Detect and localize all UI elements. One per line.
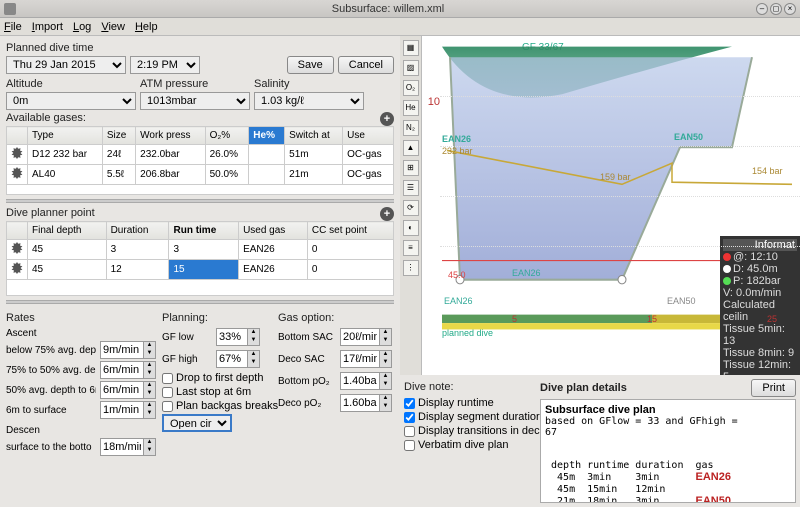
chart-tool[interactable]: ☰	[403, 180, 419, 196]
splitter[interactable]	[6, 199, 394, 203]
gear-icon[interactable]	[11, 147, 23, 159]
ean50-band-label: EAN50	[667, 296, 696, 306]
deco-po2-spinner[interactable]: ▲▼	[340, 394, 392, 412]
chart-tool[interactable]: ≡	[403, 240, 419, 256]
gear-icon[interactable]	[11, 242, 23, 254]
planned-dive-time-label: Planned dive time	[6, 42, 394, 54]
display-segment-checkbox[interactable]: Display segment duratior	[404, 411, 534, 423]
chart-tool[interactable]: ⟳	[403, 200, 419, 216]
rates-panel: Rates Ascent below 75% avg. depth▲▼75% t…	[6, 310, 156, 458]
splitter-2[interactable]	[6, 300, 394, 304]
app-icon	[4, 3, 16, 15]
save-button[interactable]: Save	[287, 56, 334, 74]
chart-tool[interactable]: He	[403, 100, 419, 116]
maximize-button[interactable]: ◻	[770, 3, 782, 15]
menu-view[interactable]: View	[101, 21, 125, 33]
menu-help[interactable]: Help	[135, 21, 158, 33]
backgas-checkbox[interactable]: Plan backgas breaks	[162, 400, 272, 412]
ean26-line-label: EAN26	[442, 134, 471, 144]
gases-table[interactable]: TypeSizeWork pressO₂%He%Switch atUseD12 …	[6, 126, 394, 195]
close-button[interactable]: ×	[784, 3, 796, 15]
menu-log[interactable]: Log	[73, 21, 91, 33]
rate-spinner[interactable]: ▲▼	[100, 401, 156, 419]
chart-tool[interactable]: ◐	[403, 220, 419, 236]
depth-label: 45.0	[448, 270, 466, 280]
planner-points-label: Dive planner point	[6, 207, 95, 219]
rates-label: Rates	[6, 312, 156, 324]
gas-option-label: Gas option:	[278, 312, 394, 324]
last6-checkbox[interactable]: Last stop at 6m	[162, 386, 272, 398]
menubar: File Import Log View Help	[0, 18, 800, 36]
bottom-po2-spinner[interactable]: ▲▼	[340, 372, 392, 390]
chart-tool[interactable]: O₂	[403, 80, 419, 96]
add-point-button[interactable]: +	[380, 207, 394, 221]
planning-panel: Planning: GF low▲▼ GF high▲▼ Drop to fir…	[162, 310, 272, 458]
dive-note-label: Dive note:	[404, 381, 534, 393]
ean26-band-label: EAN26	[444, 296, 473, 306]
circuit-select[interactable]: Open circ	[162, 414, 232, 432]
time-select[interactable]: 2:19 PM	[130, 56, 200, 74]
chart-tool[interactable]: ▨	[403, 60, 419, 76]
planned-dive-label: planned dive	[442, 328, 493, 338]
altitude-select[interactable]: 0m	[6, 92, 136, 110]
rate-spinner[interactable]: ▲▼	[100, 341, 156, 359]
ean26-bottom-label: EAN26	[512, 268, 541, 278]
descent-label: Descen	[6, 425, 156, 436]
descent-rate-spinner[interactable]: ▲▼	[100, 438, 156, 456]
gases-label: Available gases:	[6, 112, 86, 124]
salinity-select[interactable]: 1.03 kg/ℓ	[254, 92, 364, 110]
atm-label: ATM pressure	[140, 78, 250, 90]
info-overlay: Informat@: 12:10D: 45.0mP: 182barV: 0.0m…	[720, 236, 800, 375]
salinity-label: Salinity	[254, 78, 364, 90]
dive-profile-chart[interactable]: GF 33/67	[422, 36, 800, 375]
bar232-label: 232 bar	[442, 146, 473, 156]
cancel-button[interactable]: Cancel	[338, 56, 394, 74]
menu-file[interactable]: File	[4, 21, 22, 33]
dive-note-panel: Dive note: Display runtime Display segme…	[404, 379, 534, 503]
gf-high-spinner[interactable]: ▲▼	[216, 350, 260, 368]
gas-option-panel: Gas option: Bottom SAC▲▼ Deco SAC▲▼ Bott…	[278, 310, 394, 458]
bar154-label: 154 bar	[752, 166, 783, 176]
titlebar: Subsurface: willem.xml – ◻ ×	[0, 0, 800, 18]
chart-toolstrip: ▦ ▨ O₂ He N₂ ▲ ⊞ ☰ ⟳ ◐ ≡ ⋮	[400, 36, 422, 375]
bottom-sac-spinner[interactable]: ▲▼	[340, 328, 392, 346]
gf-low-spinner[interactable]: ▲▼	[216, 328, 260, 346]
ascent-label: Ascent	[6, 328, 156, 339]
deco-sac-spinner[interactable]: ▲▼	[340, 350, 392, 368]
chart-tool[interactable]: N₂	[403, 120, 419, 136]
planning-label: Planning:	[162, 312, 272, 324]
altitude-label: Altitude	[6, 78, 136, 90]
rate-spinner[interactable]: ▲▼	[100, 381, 156, 399]
ean50-line-label: EAN50	[674, 132, 703, 142]
print-button[interactable]: Print	[751, 379, 796, 397]
window-title: Subsurface: willem.xml	[22, 3, 754, 15]
menu-import[interactable]: Import	[32, 21, 63, 33]
minimize-button[interactable]: –	[756, 3, 768, 15]
chart-tool[interactable]: ▲	[403, 140, 419, 156]
bar159-label: 159 bar	[600, 172, 631, 182]
chart-tool[interactable]: ⊞	[403, 160, 419, 176]
chart-tool[interactable]: ▦	[403, 40, 419, 56]
gear-icon[interactable]	[11, 167, 23, 179]
atm-select[interactable]: 1013mbar	[140, 92, 250, 110]
planner-table[interactable]: Final depthDurationRun timeUsed gasCC se…	[6, 221, 394, 296]
chart-tool[interactable]: ⋮	[403, 260, 419, 276]
drop-checkbox[interactable]: Drop to first depth	[162, 372, 272, 384]
verbatim-checkbox[interactable]: Verbatim dive plan	[404, 439, 534, 451]
display-runtime-checkbox[interactable]: Display runtime	[404, 397, 534, 409]
display-transitions-checkbox[interactable]: Display transitions in dec	[404, 425, 534, 437]
add-gas-button[interactable]: +	[380, 112, 394, 126]
date-select[interactable]: Thu 29 Jan 2015	[6, 56, 126, 74]
gear-icon[interactable]	[11, 262, 23, 274]
plan-details-label: Dive plan details	[540, 382, 627, 394]
plan-details-text: Subsurface dive plan based on GFlow = 33…	[540, 399, 796, 503]
rate-spinner[interactable]: ▲▼	[100, 361, 156, 379]
